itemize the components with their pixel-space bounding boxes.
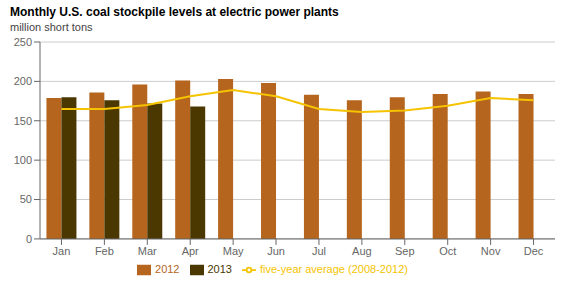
svg-text:Jan: Jan [53, 245, 71, 257]
svg-text:Dec: Dec [524, 245, 544, 257]
svg-text:Oct: Oct [439, 245, 456, 257]
svg-text:150: 150 [14, 115, 32, 127]
html-text:million short tons: million short tons [10, 21, 93, 33]
svg-text:Mar: Mar [138, 245, 157, 257]
svg-text:Nov: Nov [481, 245, 501, 257]
svg-text:Aug: Aug [352, 245, 372, 257]
svg-text:Sep: Sep [395, 245, 415, 257]
svg-text:Jul: Jul [312, 245, 326, 257]
svg-text:Feb: Feb [95, 245, 114, 257]
svg-text:May: May [223, 245, 244, 257]
html-text:2013: 2013 [207, 262, 232, 275]
svg-text:100: 100 [14, 154, 32, 166]
svg-text:0: 0 [26, 233, 32, 245]
html-text:Monthly U.S. coal stockpile le: Monthly U.S. coal stockpile levels at el… [10, 5, 339, 19]
html-text:2012: 2012 [155, 262, 180, 275]
html-text:five-year average (2008-2012): five-year average (2008-2012) [260, 262, 408, 275]
svg-text:Apr: Apr [182, 245, 199, 257]
svg-text:250: 250 [14, 36, 32, 48]
svg-text:Jun: Jun [267, 245, 285, 257]
svg-text:200: 200 [14, 75, 32, 87]
svg-text:50: 50 [20, 193, 32, 205]
